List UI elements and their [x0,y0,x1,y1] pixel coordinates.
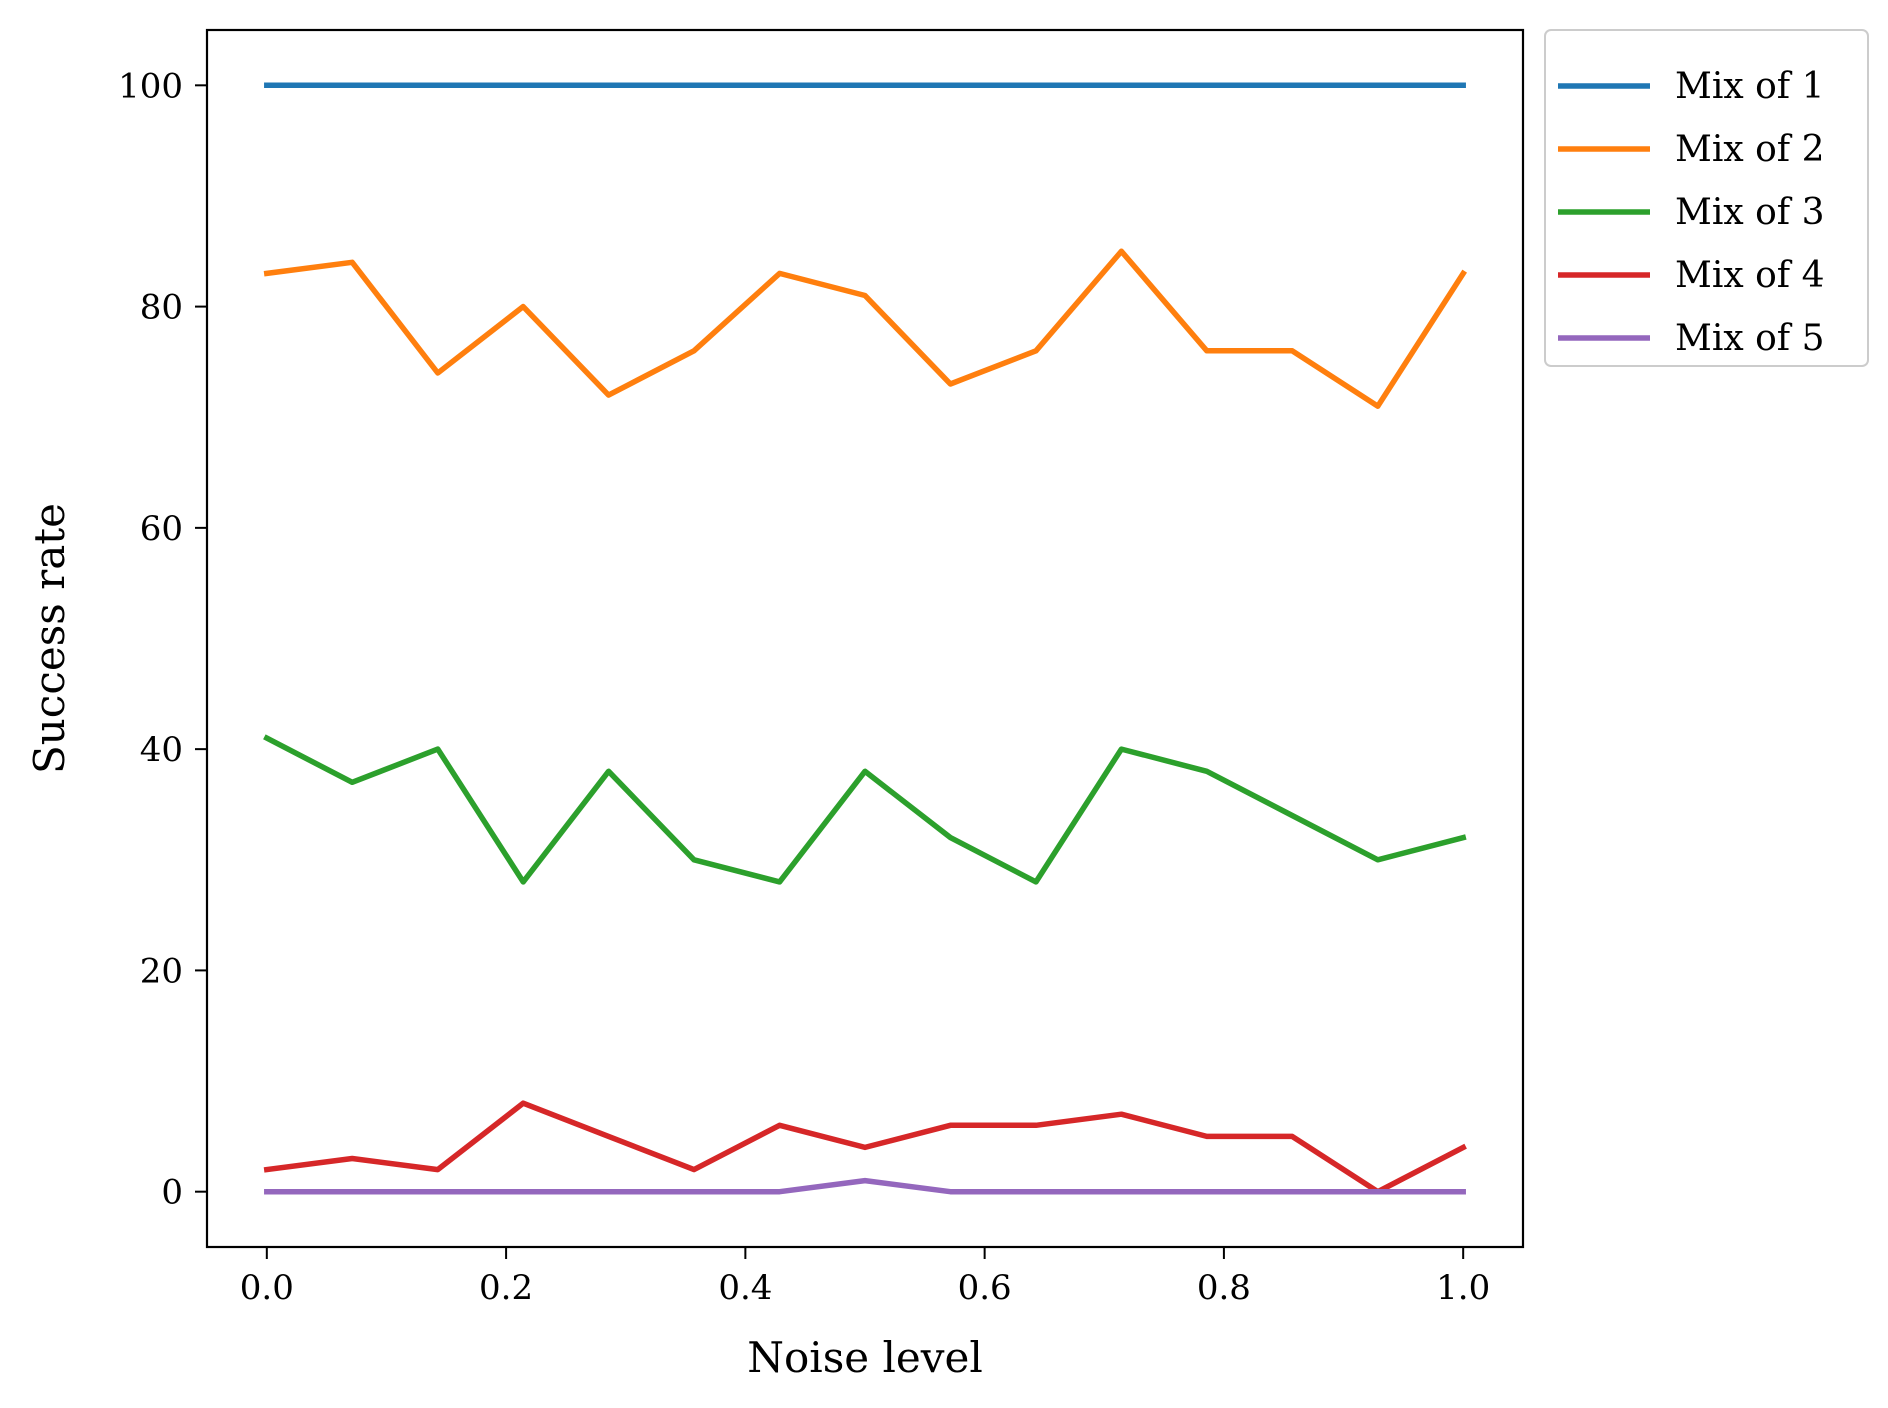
series-line-4 [263,1100,1467,1195]
legend-label: Mix of 3 [1675,192,1824,233]
series-line-5 [264,1177,1466,1195]
legend-box [1544,29,1869,367]
x-tick-label: 0.6 [958,1268,1012,1308]
plot-frame [205,28,1525,1249]
legend-item: Mix of 3 [1558,192,1824,233]
legend-label: Mix of 5 [1675,318,1824,359]
legend-item: Mix of 1 [1558,66,1824,107]
legend: Mix of 1 Mix of 2 Mix of 3 Mix of 4 Mix of 5 [1544,29,1869,367]
x-tick-label: 0.8 [1197,1268,1251,1308]
legend-label: Mix of 2 [1675,129,1824,170]
x-tick-label: 1.0 [1436,1268,1490,1308]
legend-item: Mix of 5 [1558,318,1824,359]
series-line-2 [263,248,1468,409]
y-tick-label: 60 [140,509,183,549]
legend-item: Mix of 4 [1558,255,1824,296]
y-tick-label: 40 [140,730,183,770]
x-tick-label: 0.2 [479,1268,533,1308]
x-axis-ticks: 0.0 0.2 0.4 0.6 0.8 1.0 [240,1247,1490,1308]
plot-lines [263,82,1468,1195]
legend-item: Mix of 2 [1558,129,1824,170]
legend-label: Mix of 1 [1675,66,1824,107]
y-tick-label: 80 [140,288,183,328]
legend-label: Mix of 4 [1675,255,1824,296]
y-axis-label: Success rate [25,503,74,774]
y-tick-label: 20 [140,951,183,991]
y-axis-ticks: 0 20 40 60 80 100 [118,66,207,1213]
x-tick-label: 0.0 [240,1268,294,1308]
x-axis-label: Noise level [747,1333,983,1382]
series-line-3 [263,734,1467,885]
y-tick-label: 0 [161,1173,183,1213]
y-tick-label: 100 [118,66,183,106]
x-tick-label: 0.4 [718,1268,772,1308]
